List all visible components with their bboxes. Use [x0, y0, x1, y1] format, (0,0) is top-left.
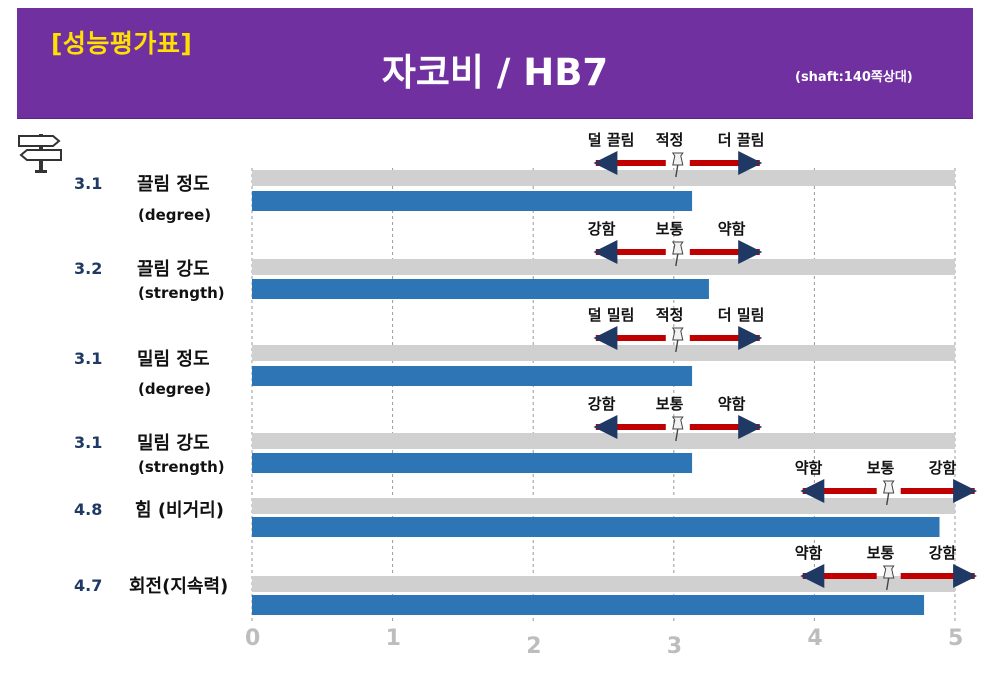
- row-score: 3.1: [74, 433, 103, 452]
- shaft-note: (shaft:140쪽상대): [795, 70, 913, 85]
- x-tick-label: 3: [666, 634, 683, 659]
- track-3: [252, 345, 955, 361]
- scale-left-label: 약함: [794, 544, 823, 562]
- scale-right-label: 강함: [928, 544, 957, 562]
- row-name: 밀림 강도: [137, 433, 210, 454]
- row-score: 3.1: [74, 349, 103, 368]
- x-tick-label: 2: [526, 634, 542, 659]
- row-subname: (strength): [138, 458, 225, 476]
- scale-right-label: 더 밀림: [717, 306, 765, 324]
- bar-2: [252, 279, 709, 299]
- row-score: 4.8: [74, 500, 103, 519]
- track-1: [252, 170, 955, 186]
- x-tick-label: 5: [948, 626, 964, 651]
- track-4: [252, 433, 955, 449]
- pushpin-icon: [882, 480, 895, 506]
- scale-mid-label: 보통: [866, 459, 895, 477]
- x-tick-label: 4: [807, 626, 823, 651]
- row-subname: (strength): [138, 284, 225, 302]
- row-score: 3.2: [74, 259, 103, 278]
- scale-mid-label: 보통: [866, 544, 895, 562]
- bar-6: [252, 595, 925, 615]
- row-name: 끌림 강도: [137, 259, 210, 280]
- scale-right-label: 약함: [717, 395, 746, 413]
- row-name: 회전(지속력): [129, 576, 229, 597]
- scale-mid-label: 적정: [655, 131, 684, 149]
- scale-right-label: 강함: [928, 459, 957, 477]
- pushpin-icon: [671, 152, 684, 178]
- track-5: [252, 498, 955, 514]
- scale-mid-label: 적정: [655, 306, 684, 324]
- bar-4: [252, 453, 693, 473]
- scale-left-label: 덜 밀림: [587, 306, 635, 324]
- row-name: 끌림 정도: [137, 174, 210, 195]
- signpost-icon: [15, 128, 67, 178]
- scale-mid-label: 보통: [655, 220, 684, 238]
- scale-left-label: 약함: [794, 459, 823, 477]
- row-score: 3.1: [74, 174, 103, 193]
- header-banner: [성능평가표] 자코비 / HB7 (shaft:140쪽상대): [17, 8, 973, 119]
- bar-1: [252, 191, 693, 211]
- row-name: 밀림 정도: [137, 349, 210, 370]
- row-subname: (degree): [138, 380, 212, 398]
- bar-5: [252, 517, 940, 537]
- track-2: [252, 259, 955, 275]
- pushpin-icon: [882, 565, 895, 591]
- scale-left-label: 강함: [587, 395, 616, 413]
- scale-left-label: 덜 끌림: [587, 131, 635, 149]
- grid-lines: [251, 168, 956, 622]
- scale-indicators: [593, 151, 978, 591]
- x-tick-label: 0: [245, 626, 261, 651]
- scale-right-label: 더 끌림: [717, 131, 765, 149]
- evaluation-tag: [성능평가표]: [51, 29, 193, 58]
- scale-mid-label: 보통: [655, 395, 684, 413]
- bars: [252, 170, 955, 615]
- row-subname: (degree): [138, 206, 212, 224]
- track-6: [252, 576, 955, 592]
- page-title: 자코비 / HB7: [381, 51, 609, 94]
- row-name: 힘 (비거리): [135, 500, 224, 521]
- pushpin-icon: [671, 241, 684, 267]
- scale-left-label: 강함: [587, 220, 616, 238]
- pushpin-icon: [671, 416, 684, 442]
- pushpin-icon: [671, 327, 684, 353]
- bar-3: [252, 366, 693, 386]
- row-score: 4.7: [74, 576, 103, 595]
- x-tick-label: 1: [385, 626, 401, 651]
- scale-right-label: 약함: [717, 220, 746, 238]
